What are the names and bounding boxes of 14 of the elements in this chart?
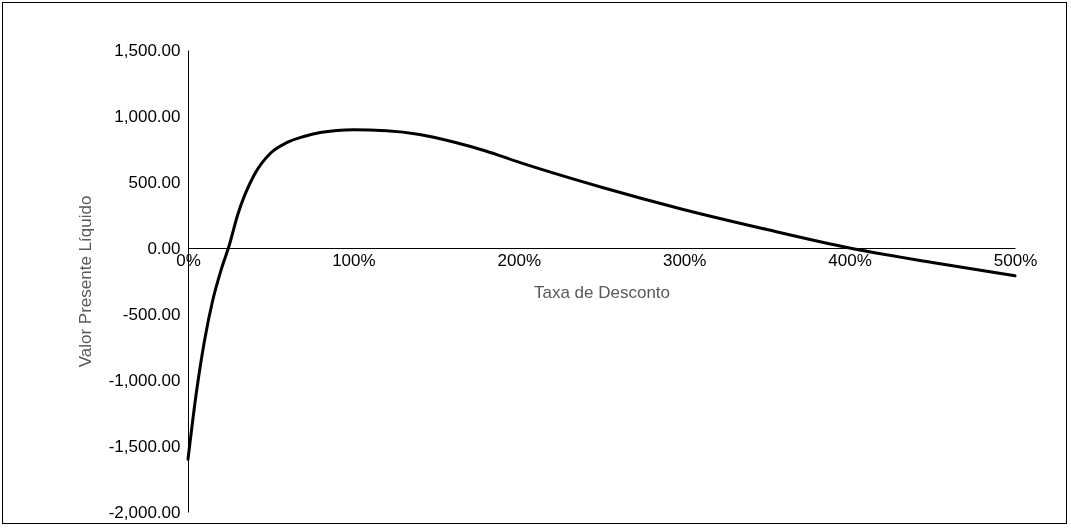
y-tick-label: -2,000.00 bbox=[108, 502, 181, 522]
y-tick-label: 500.00 bbox=[128, 172, 181, 192]
y-tick-label: 1,000.00 bbox=[114, 106, 181, 126]
x-tick-label: 400% bbox=[828, 250, 872, 270]
x-tick-label: 500% bbox=[993, 250, 1038, 270]
x-tick-label: 200% bbox=[497, 250, 542, 270]
x-tick-label: 300% bbox=[662, 250, 707, 270]
y-tick-label: 1,500.00 bbox=[114, 40, 181, 60]
y-axis-title: Valor Presente Líquido bbox=[75, 195, 95, 368]
x-axis-title: Taxa de Desconto bbox=[533, 282, 671, 302]
y-tick-label: -500.00 bbox=[122, 304, 181, 324]
x-tick-label: 100% bbox=[332, 250, 376, 270]
y-tick-label: -1,000.00 bbox=[108, 370, 181, 390]
y-tick-label: -1,500.00 bbox=[108, 436, 181, 456]
